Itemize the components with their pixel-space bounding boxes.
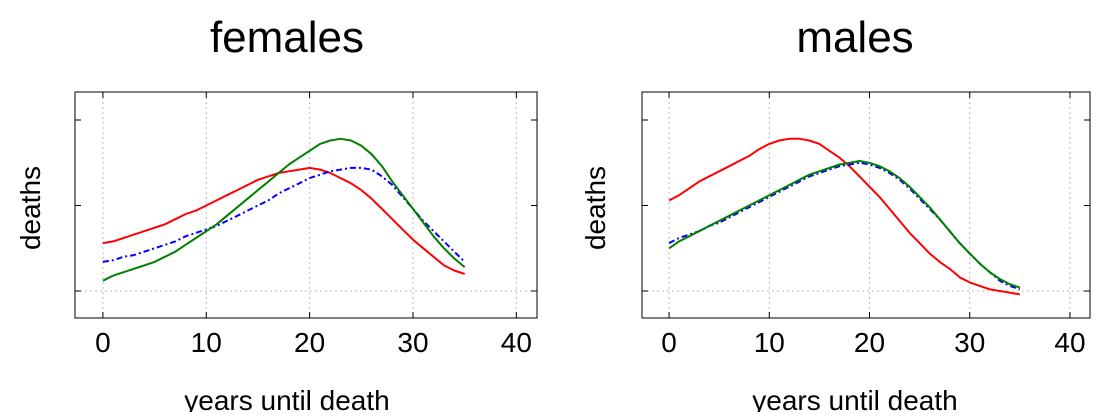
x-tick-label: 40 — [501, 327, 532, 358]
panel-males: males years until death deaths 0 10 20 30 40 — [580, 13, 1091, 416]
plot-frame — [74, 91, 538, 319]
series-line — [102, 166, 466, 263]
x-tick-label: 30 — [397, 327, 428, 358]
chart-title: males — [796, 13, 913, 62]
series-line — [102, 166, 466, 275]
chart-title: females — [210, 13, 364, 62]
x-axis-label: years until death — [184, 385, 389, 412]
plot-frame — [641, 91, 1091, 319]
x-tick-label: 20 — [294, 327, 325, 358]
panel-females: females years until death deaths 0 10 20 30… — [15, 13, 538, 416]
y-axis-label: deaths — [15, 166, 46, 250]
series-line — [668, 161, 1021, 291]
x-tick-label: 40 — [1054, 327, 1085, 358]
x-axis-label: years until death — [752, 385, 957, 412]
x-tick-label: 10 — [191, 327, 222, 358]
series-line — [668, 160, 1021, 289]
x-tick-label: 0 — [95, 327, 111, 358]
x-tick-label: 20 — [854, 327, 885, 358]
x-tick-label: 30 — [954, 327, 985, 358]
x-tick-label: 0 — [661, 327, 677, 358]
y-axis-label: deaths — [580, 166, 611, 250]
series-line — [668, 137, 1020, 296]
series-line — [102, 137, 466, 282]
x-tick-label: 10 — [754, 327, 785, 358]
